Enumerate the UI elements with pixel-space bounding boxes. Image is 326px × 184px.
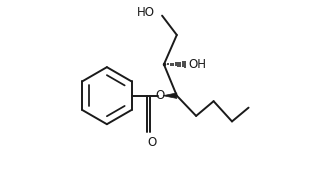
Text: HO: HO — [137, 6, 155, 19]
Text: O: O — [147, 136, 156, 149]
Polygon shape — [163, 93, 177, 98]
Text: OH: OH — [189, 58, 207, 71]
Text: O: O — [156, 89, 165, 102]
